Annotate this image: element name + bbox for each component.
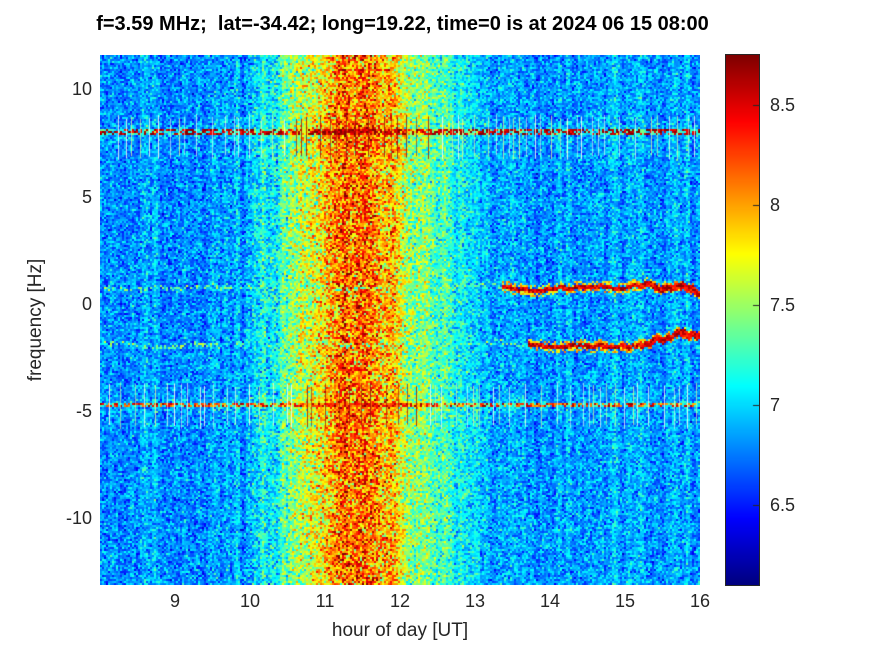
x-tick-label: 14 — [539, 591, 561, 611]
y-tick-label: 0 — [81, 293, 92, 314]
x-tick-label: 13 — [464, 591, 486, 611]
colorbar-tick-label: 6.5 — [770, 495, 796, 515]
x-tick-label: 12 — [389, 591, 411, 611]
x-axis-label: hour of day [UT] — [331, 620, 469, 641]
y-tick-label: -10 — [65, 508, 92, 529]
y-tick-label: 10 — [71, 79, 92, 100]
colorbar-tick-label: 8.5 — [770, 95, 796, 115]
x-tick-label: 9 — [169, 591, 180, 611]
x-tick-label: 15 — [614, 591, 636, 611]
heatmap-canvas — [100, 55, 700, 585]
colorbar-tick-label: 7.5 — [770, 295, 796, 315]
y-tick-label: 5 — [81, 186, 92, 207]
y-tick-label: -5 — [75, 401, 92, 422]
colorbar-tick-label: 7 — [770, 395, 781, 415]
x-tick-label: 10 — [239, 591, 261, 611]
y-axis-label: frequency [Hz] — [25, 258, 46, 382]
x-tick-label: 16 — [689, 591, 711, 611]
colorbar — [725, 54, 760, 586]
chart-title: f=3.59 MHz; lat=-34.42; long=19.22, time… — [96, 13, 709, 35]
x-tick-label: 11 — [315, 591, 335, 611]
colorbar-tick-label: 8 — [770, 195, 781, 215]
